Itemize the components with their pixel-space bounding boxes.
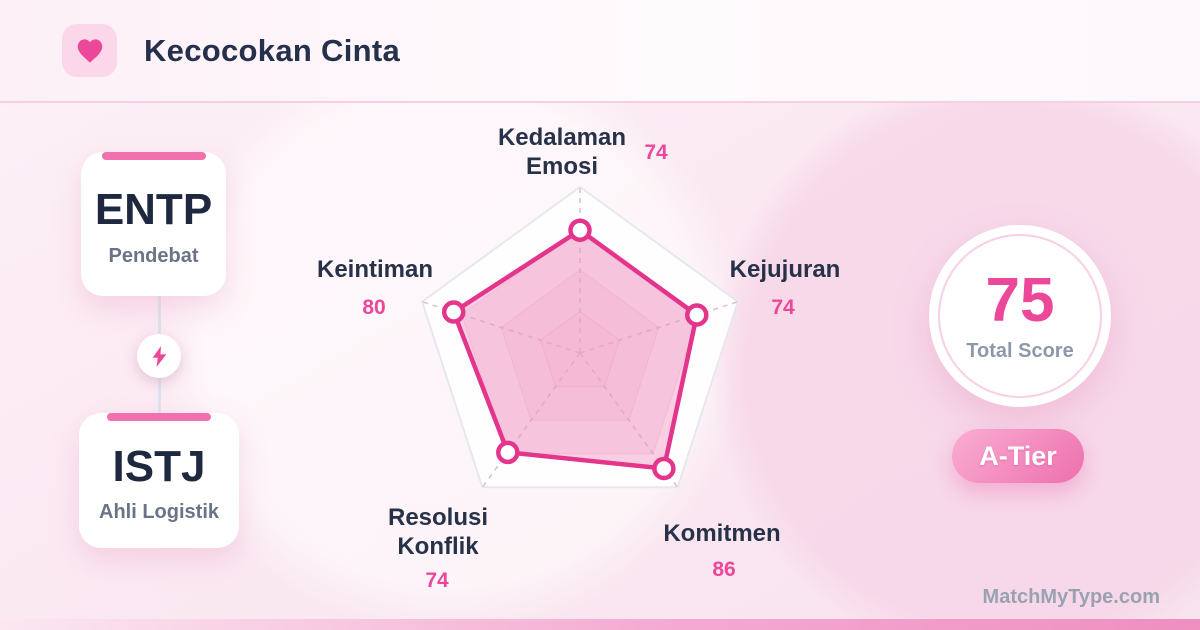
radar-grid-ring — [420, 185, 740, 489]
mbti-code-left: ENTP — [94, 185, 213, 235]
tier-badge: A-Tier — [952, 429, 1084, 483]
axis-label-kejujuran: Kejujuran — [729, 256, 841, 283]
axis-value-keintiman: 80 — [362, 296, 386, 319]
vs-spark-circle — [137, 334, 181, 378]
radar-grid-ring — [500, 269, 660, 421]
radar-spoke — [421, 300, 581, 354]
radar-spoke — [579, 300, 739, 354]
radar-data-marker — [568, 218, 592, 242]
heart-icon-badge — [62, 24, 117, 77]
total-score-circle: 75 Total Score — [929, 225, 1111, 407]
card-accent-bar — [107, 413, 211, 421]
page-title: Kecocokan Cinta — [144, 32, 401, 68]
axis-value-kejujuran: 74 — [771, 296, 795, 319]
axis-label-keintiman: Keintiman — [316, 256, 433, 283]
radar-data-polygon — [451, 227, 700, 471]
heart-icon — [77, 38, 102, 63]
lightning-icon — [152, 345, 166, 367]
header: Kecocokan Cinta — [0, 0, 1200, 103]
mbti-name-right: Ahli Logistik — [99, 501, 219, 524]
total-score-value: 75 — [985, 265, 1055, 335]
axis-label-resolusi-konflik: Resolusi Konflik — [387, 504, 489, 560]
axis-label-kedalaman-emosi: Kedalaman Emosi — [497, 124, 627, 180]
radar-data-marker — [441, 300, 466, 324]
bottom-accent-bar — [0, 619, 1200, 630]
total-score-label: Total Score — [966, 339, 1074, 362]
axis-label-komitmen: Komitmen — [663, 520, 781, 547]
radar-data-marker — [496, 440, 520, 465]
radar-grid-ring — [461, 227, 699, 455]
watermark: MatchMyType.com — [982, 586, 1160, 608]
mbti-card-left: ENTP Pendebat — [81, 152, 226, 296]
axis-value-resolusi-konflik: 74 — [425, 569, 449, 592]
card-accent-bar — [101, 152, 206, 160]
mbti-code-right: ISTJ — [112, 441, 206, 491]
radar-spoke — [481, 352, 581, 488]
radar-data-marker — [685, 303, 709, 327]
radar-grid-ring — [539, 310, 621, 388]
mbti-name-left: Pendebat — [108, 244, 199, 267]
axis-value-komitmen: 86 — [712, 558, 736, 581]
radar-data-marker — [652, 456, 676, 481]
mbti-card-right: ISTJ Ahli Logistik — [79, 413, 239, 548]
axis-value-kedalaman-emosi: 74 — [644, 141, 668, 164]
radar-spoke — [579, 352, 679, 488]
